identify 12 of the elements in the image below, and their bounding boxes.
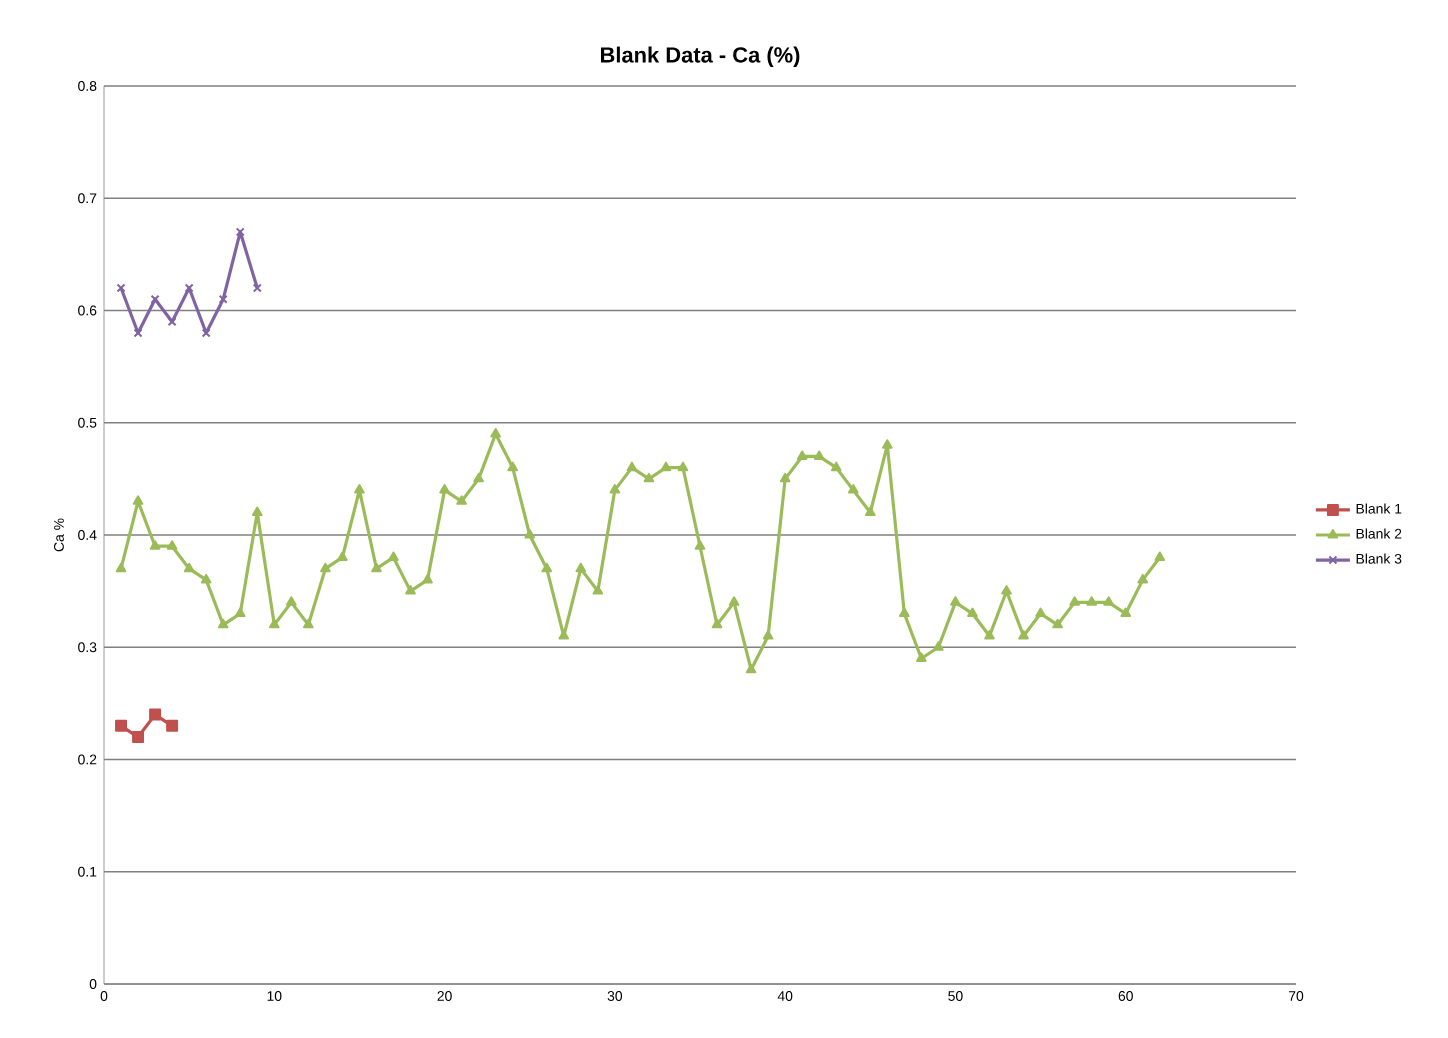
point	[201, 328, 211, 338]
point	[132, 731, 145, 744]
point	[115, 719, 128, 732]
point	[218, 294, 228, 304]
point	[166, 719, 179, 732]
point	[235, 227, 245, 237]
point	[150, 294, 160, 304]
point	[149, 708, 162, 721]
point	[133, 328, 143, 338]
chart-title: Blank Data - Ca (%)	[601, 46, 800, 67]
point	[167, 317, 177, 327]
point	[184, 283, 194, 293]
